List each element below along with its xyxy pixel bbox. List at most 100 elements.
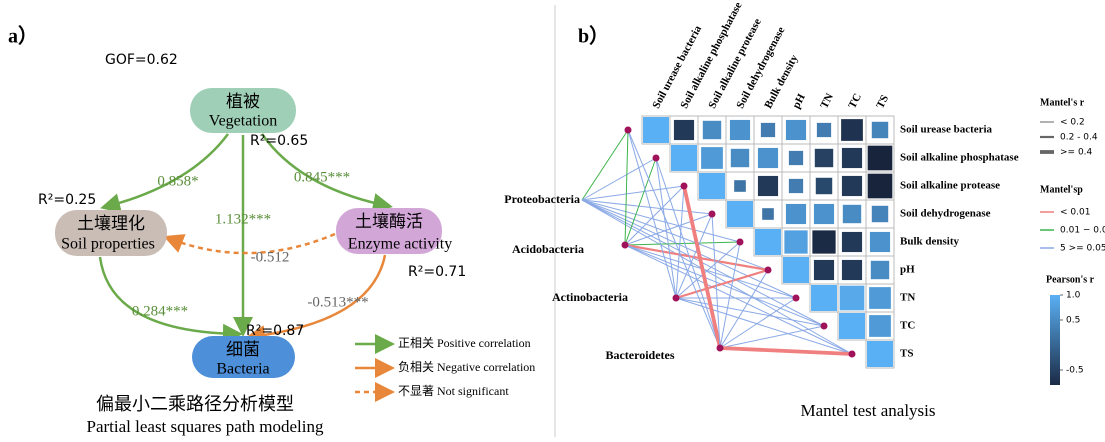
mantel-link [655, 157, 721, 349]
colorbar [1050, 295, 1060, 385]
legend-label: 0.01 − 0.0 [1060, 226, 1105, 236]
target-dot [624, 126, 632, 134]
gof: GOF=0.62 [105, 52, 178, 68]
cell [841, 119, 863, 141]
cell [814, 148, 834, 168]
target-dot [848, 350, 856, 358]
mantel-link [719, 346, 853, 356]
row-label: Soil alkaline protease [900, 180, 1000, 192]
mantel-link [581, 185, 685, 201]
row-label: TN [900, 292, 915, 304]
coef: -0.513*** [307, 294, 368, 310]
cell [869, 231, 891, 253]
r2: R²=0.87 [246, 323, 304, 339]
coef: -0.512 [251, 249, 290, 265]
legend-label: < 0.2 [1060, 118, 1085, 128]
node [190, 88, 296, 133]
chart-title: Mantel test analysis [800, 401, 935, 420]
r2: R²=0.25 [38, 192, 96, 208]
legend-title: Mantel'sp [1040, 184, 1083, 195]
cell [839, 313, 865, 339]
legend-text: 负相关 Negative correlation [398, 360, 535, 374]
taxon-label: Acidobacteria [512, 242, 584, 256]
cell [813, 259, 835, 281]
mantel-link [719, 269, 769, 349]
target-dot [652, 154, 660, 162]
panel-label: b） [578, 25, 609, 48]
mantel-link [624, 157, 657, 246]
cell [812, 230, 836, 254]
mantel-link [624, 213, 713, 246]
cell [816, 122, 832, 138]
mantel-link [627, 129, 677, 299]
taxon-dot [672, 294, 680, 302]
node-zh: 土壤理化 [77, 213, 145, 234]
mantel-link [624, 244, 825, 327]
legend-label: < 0.01 [1060, 208, 1090, 218]
colorbar-label: -0.5 [1066, 366, 1084, 376]
cell [671, 145, 697, 171]
colorbar-label: 1.0 [1066, 291, 1081, 301]
cell [867, 145, 893, 171]
cell [841, 259, 863, 281]
mantel-link [624, 129, 629, 246]
target-dot [736, 238, 744, 246]
mantel-link [624, 241, 741, 246]
cell [734, 180, 746, 192]
cell [643, 117, 669, 143]
mantel-link [711, 213, 721, 349]
mantel-link [581, 199, 853, 355]
node-en: Soil properties [61, 236, 155, 253]
col-label: TN [818, 91, 836, 110]
mantel-link [675, 185, 685, 299]
legend-label: 5 >= 0.05 [1060, 244, 1105, 254]
col-label: TC [846, 91, 864, 110]
row-label: pH [900, 264, 915, 276]
mantel-link [581, 157, 657, 201]
col-label: TS [874, 93, 891, 111]
mantel-link [675, 213, 713, 299]
cell [783, 257, 809, 283]
target-dot [792, 294, 800, 302]
row-label: Soil urease bacteria [900, 124, 993, 136]
cell [867, 173, 893, 199]
r2: R²=0.65 [250, 133, 308, 149]
node-zh: 植被 [226, 92, 260, 112]
row-label: Soil alkaline phosphatase [900, 152, 1019, 164]
legend-text: 不显著 Not significant [398, 384, 509, 398]
cell [702, 120, 722, 140]
r2: R²=0.71 [408, 264, 466, 280]
mantel-link [682, 185, 722, 349]
cell [869, 287, 891, 309]
cell [727, 201, 753, 227]
cell [841, 147, 863, 169]
node-en: Enzyme activity [348, 236, 452, 253]
node-en: Bacteria [216, 361, 269, 378]
cell [760, 122, 776, 138]
node-zh: 土壤酶活 [355, 211, 423, 232]
path-arrow [245, 254, 387, 346]
taxon-dot [621, 241, 629, 249]
cell [871, 121, 889, 139]
taxon-label: Actinobacteria [552, 290, 628, 304]
mantel-link [675, 297, 853, 355]
node [336, 208, 442, 254]
path-arrow [98, 256, 243, 344]
cell [757, 147, 779, 169]
title-en: Partial least squares path modeling [87, 417, 324, 436]
taxon-label: Bacteroidetes [605, 348, 674, 362]
mantel-link [624, 244, 797, 299]
mantel-link [719, 325, 825, 349]
legend-label: >= 0.4 [1060, 148, 1093, 158]
cell [788, 150, 804, 166]
mantel-link [675, 241, 741, 299]
cell [842, 204, 862, 224]
mantel-link [627, 129, 721, 349]
cell [811, 285, 837, 311]
cell [784, 230, 808, 254]
panel-label: a） [8, 25, 38, 48]
row-label: Bulk density [900, 236, 959, 248]
cell [839, 285, 865, 311]
cell [757, 175, 779, 197]
